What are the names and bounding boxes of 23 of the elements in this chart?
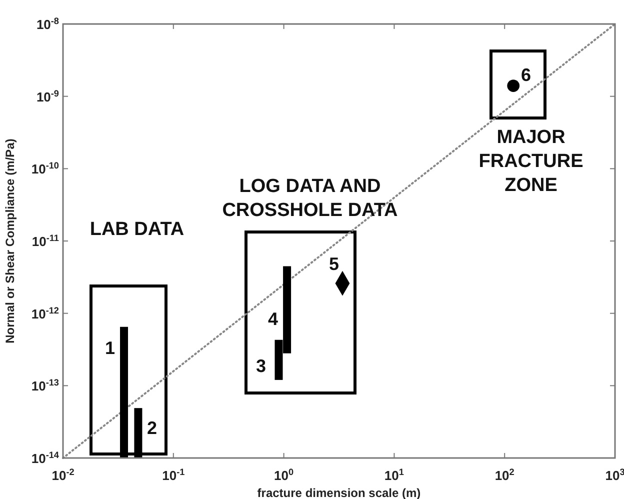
- x-tick-label: 10$^{-1}$: [162, 467, 185, 483]
- annotation: 2: [146, 418, 158, 438]
- y-tick-label: 10$^{-10}$: [31, 160, 59, 177]
- annotation: 5: [328, 254, 340, 274]
- x-tick-label: 10$^{2}$: [494, 467, 514, 483]
- annotation: MAJOR FRACTURE ZONE: [478, 127, 584, 196]
- annotation: LOG DATA AND CROSSHOLE DATA: [222, 176, 398, 221]
- y-tick-label: 10$^{-14}$: [31, 450, 60, 466]
- annotation: 4: [268, 309, 278, 329]
- y-tick-label: 10$^{-13}$: [31, 378, 59, 394]
- x-tick-label: 10$^{1}$: [384, 467, 404, 483]
- x-tick-label: 10$^{0}$: [274, 467, 294, 483]
- annotation: 3: [256, 356, 266, 376]
- annotation: 6: [520, 65, 532, 85]
- x-tick-label: 10$^{-2}$: [52, 467, 74, 483]
- y-tick-label: 10$^{-12}$: [31, 305, 59, 322]
- annotation: LAB DATA: [90, 219, 184, 240]
- annotation: 1: [104, 338, 116, 358]
- y-tick-label: 10$^{-11}$: [32, 233, 59, 249]
- x-tick-label: 10$^{3}$: [605, 467, 624, 483]
- y-tick-label: 10$^{-8}$: [36, 16, 59, 32]
- y-tick-label: 10$^{-9}$: [36, 88, 59, 104]
- y-axis-title: Normal or Shear Compliance (m/Pa): [3, 138, 17, 344]
